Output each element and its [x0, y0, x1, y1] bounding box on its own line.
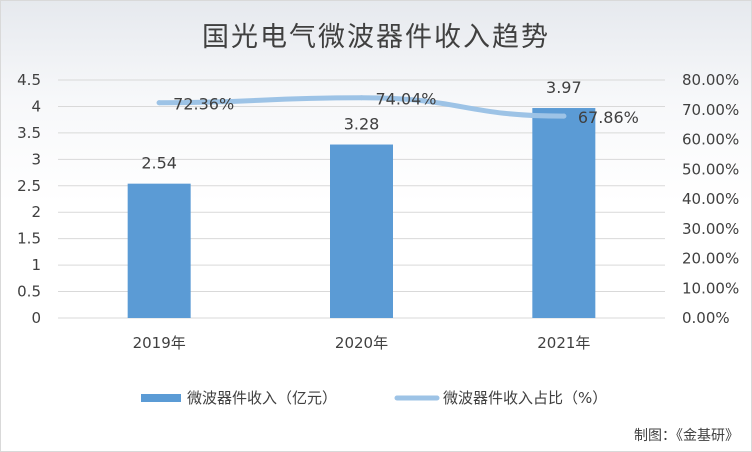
source-credit: 制图：《金基研》 [634, 428, 739, 444]
bar [532, 108, 596, 318]
line-point [359, 95, 364, 101]
y-left-tick-label: 4 [31, 97, 41, 115]
y-left-tick-label: 1.5 [17, 230, 41, 248]
y-right-tick-label: 80.00% [682, 71, 739, 89]
y-right-tick-label: 70.00% [682, 101, 739, 119]
bar [127, 183, 191, 318]
legend-bar-swatch [141, 394, 181, 402]
line-data-label: 67.86% [578, 108, 639, 127]
y-left-tick-label: 1 [31, 256, 41, 274]
y-left-tick-label: 3.5 [17, 124, 41, 142]
y-right-tick-label: 60.00% [682, 131, 739, 149]
line-point [561, 113, 567, 119]
line-data-label: 74.04% [376, 90, 437, 109]
bar-data-label: 3.97 [546, 78, 582, 97]
x-tick-label: 2021年 [537, 334, 590, 352]
x-tick-label: 2019年 [133, 334, 186, 352]
line-data-label: 72.36% [173, 95, 234, 114]
y-right-tick-label: 40.00% [682, 190, 739, 208]
x-tick-label: 2020年 [335, 334, 388, 352]
y-right-tick-label: 10.00% [682, 279, 739, 297]
y-left-tick-label: 4.5 [17, 71, 41, 89]
y-right-tick-label: 30.00% [682, 220, 739, 238]
y-right-tick-label: 20.00% [682, 250, 739, 268]
y-left-tick-label: 0.5 [17, 283, 41, 301]
y-left-tick-label: 3 [31, 150, 41, 168]
legend-line-label: 微波器件收入占比（%） [443, 389, 607, 407]
bar-data-label: 3.28 [344, 115, 380, 134]
bar [330, 144, 393, 318]
line-point [156, 100, 162, 106]
y-right-tick-label: 0.00% [682, 309, 730, 327]
y-left-tick-label: 2.5 [17, 177, 41, 195]
y-left-tick-label: 0 [31, 309, 41, 327]
legend-bar-label: 微波器件收入（亿元） [187, 389, 337, 407]
bar-data-label: 2.54 [141, 154, 177, 173]
y-left-tick-label: 2 [31, 203, 41, 221]
y-right-tick-label: 50.00% [682, 160, 739, 178]
chart-title: 国光电气微波器件收入趋势 [202, 22, 550, 53]
